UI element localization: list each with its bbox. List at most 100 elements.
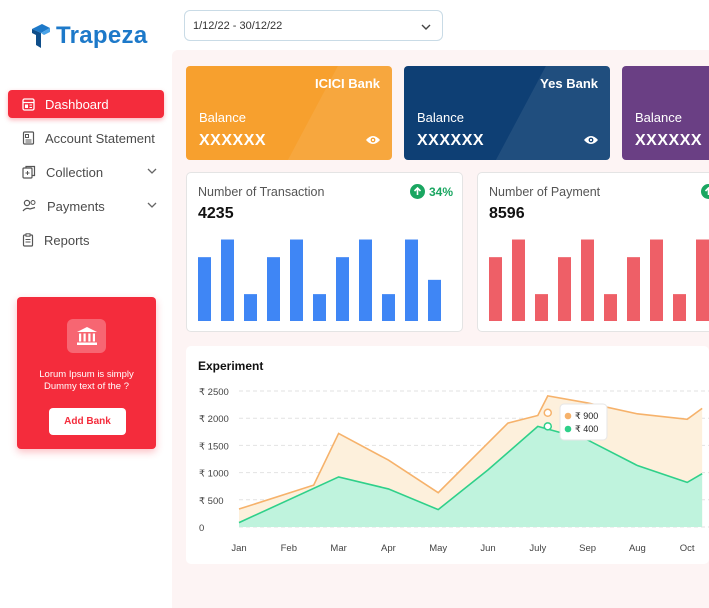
arrow-up-icon xyxy=(409,184,425,199)
bar xyxy=(650,239,663,321)
balance-value: XXXXXX xyxy=(635,132,703,149)
eye-icon[interactable] xyxy=(583,134,599,146)
stat-change-value: 34% xyxy=(428,184,453,199)
series-area xyxy=(239,426,703,527)
bar xyxy=(313,294,326,321)
sidebar: Trapeza Dashboard Account Statement Coll… xyxy=(0,0,172,608)
bar xyxy=(489,257,502,321)
series-line xyxy=(238,395,703,510)
bar xyxy=(627,257,640,321)
bar xyxy=(290,239,303,321)
bar xyxy=(558,257,571,321)
x-tick-label: Apr xyxy=(381,543,396,554)
bar xyxy=(535,294,548,321)
data-point-marker[interactable] xyxy=(543,408,553,418)
chevron-down-icon[interactable] xyxy=(146,165,158,177)
eye-icon[interactable] xyxy=(365,134,381,146)
x-tick-label: Oct xyxy=(680,543,695,554)
sidebar-item-collection[interactable]: Collection xyxy=(8,158,164,186)
stat-value: 8596 xyxy=(489,205,525,222)
y-tick-label: ₹ 2000 xyxy=(199,414,229,425)
chart-tooltip: ₹ 900 ₹ 400 xyxy=(559,403,608,441)
x-tick-label: Aug xyxy=(629,543,646,554)
payments-bar-chart xyxy=(489,239,709,321)
bar xyxy=(581,239,594,321)
sidebar-item-label: Collection xyxy=(46,164,104,180)
chart-title: Experiment xyxy=(198,359,264,373)
stat-label: Number of Transaction xyxy=(198,185,325,199)
sidebar-item-label: Reports xyxy=(44,232,90,248)
bar xyxy=(604,294,617,321)
collection-icon xyxy=(22,165,36,179)
experiment-area-chart: 0 ₹ 500 ₹ 1000 ₹ 1500 ₹ 2000 ₹ 2500 ₹ 900 ₹ 400… xyxy=(199,387,709,554)
brand-name: Trapeza xyxy=(56,22,148,49)
sidebar-item-account-statement[interactable]: Account Statement xyxy=(8,124,164,152)
chevron-down-icon xyxy=(421,24,431,30)
reports-icon xyxy=(22,233,34,247)
bar xyxy=(359,239,372,321)
experiment-chart-card: Experiment 0 ₹ 500 ₹ 1000 ₹ 1500 ₹ 2000 ₹ 250… xyxy=(186,346,709,564)
x-tick-label: Feb xyxy=(281,543,297,554)
x-tick-label: May xyxy=(429,543,447,554)
dashboard-icon xyxy=(22,97,35,111)
balance-label: Balance xyxy=(635,110,682,125)
payments-icon xyxy=(22,199,36,212)
y-tick-label: ₹ 500 xyxy=(199,496,224,507)
bar xyxy=(428,279,441,321)
transactions-stat-card: Number of Transaction 4235 34% xyxy=(186,172,463,332)
promo-text: Lorum Ipsum is simply Dummy text of the … xyxy=(39,369,134,392)
bar xyxy=(512,239,525,321)
transactions-bar-chart xyxy=(198,239,441,321)
logo[interactable]: Trapeza xyxy=(30,22,147,50)
bar xyxy=(198,257,211,321)
tooltip-value: ₹ 400 xyxy=(575,424,598,434)
bank-name: ICICI Bank xyxy=(314,76,380,91)
sidebar-item-payments[interactable]: Payments xyxy=(8,192,164,220)
y-tick-label: 0 xyxy=(199,523,204,534)
bar xyxy=(382,294,395,321)
bar xyxy=(405,239,418,321)
sidebar-item-label: Account Statement xyxy=(45,130,155,146)
add-bank-promo: Lorum Ipsum is simply Dummy text of the … xyxy=(17,297,156,449)
bar xyxy=(673,294,686,321)
statement-icon xyxy=(22,131,35,145)
chevron-down-icon[interactable] xyxy=(146,199,158,211)
sidebar-item-label: Dashboard xyxy=(45,96,109,112)
balance-value: XXXXXX xyxy=(199,132,267,149)
series-line xyxy=(238,425,703,524)
account-card-third[interactable]: Balance XXXXXX xyxy=(622,66,709,160)
bank-name: Yes Bank xyxy=(540,76,598,91)
tooltip-value: ₹ 900 xyxy=(575,411,598,421)
data-point-marker[interactable] xyxy=(543,422,553,431)
payments-stat-card: Number of Payment 8596 xyxy=(477,172,709,332)
balance-label: Balance xyxy=(417,110,464,125)
x-tick-label: July xyxy=(529,543,546,554)
bank-icon xyxy=(67,319,106,353)
sidebar-item-reports[interactable]: Reports xyxy=(8,226,164,254)
bar xyxy=(244,294,257,321)
stat-change: 34% xyxy=(409,184,453,199)
x-tick-label: Jun xyxy=(480,543,495,554)
bar xyxy=(696,239,709,321)
tooltip-dot xyxy=(564,412,572,420)
sidebar-item-dashboard[interactable]: Dashboard xyxy=(8,90,164,118)
account-card-icici[interactable]: ICICI Bank Balance XXXXXX xyxy=(186,66,392,160)
date-range-select[interactable]: 1/12/22 - 30/12/22 xyxy=(184,10,443,41)
sidebar-item-label: Payments xyxy=(47,198,105,214)
balance-label: Balance xyxy=(199,110,246,125)
date-range-value: 1/12/22 - 30/12/22 xyxy=(193,19,283,32)
balance-value: XXXXXX xyxy=(417,132,485,149)
trapeza-logo-icon xyxy=(32,24,50,48)
bar xyxy=(267,257,280,321)
stat-label: Number of Payment xyxy=(489,185,601,199)
account-card-yes-bank[interactable]: Yes Bank Balance XXXXXX xyxy=(404,66,610,160)
y-tick-label: ₹ 1500 xyxy=(199,441,229,452)
y-tick-label: ₹ 1000 xyxy=(199,469,229,480)
y-tick-label: ₹ 2500 xyxy=(199,387,229,398)
add-bank-button[interactable]: Add Bank xyxy=(49,408,126,435)
stat-value: 4235 xyxy=(198,205,234,222)
tooltip-dot xyxy=(564,425,572,433)
bar xyxy=(336,257,349,321)
sidebar-nav: Dashboard Account Statement Collection P… xyxy=(8,90,164,260)
x-tick-label: Sep xyxy=(579,543,596,554)
